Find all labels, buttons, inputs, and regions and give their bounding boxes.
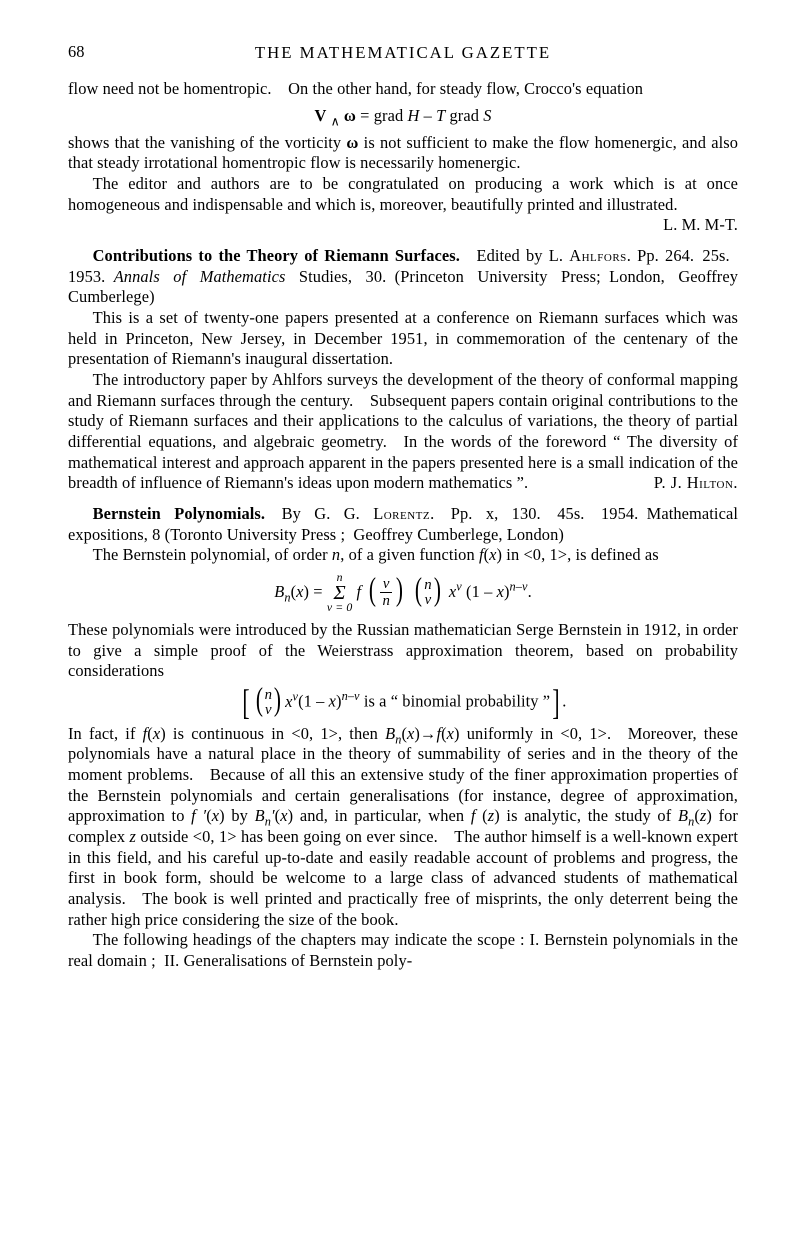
body-paragraph: The introductory paper by Ahlfors survey… bbox=[68, 370, 738, 494]
display-equation: [(nν)xν(1 – x)n–v is a “ binomial probab… bbox=[68, 688, 738, 718]
reviewer-signoff: L. M. M-T. bbox=[639, 215, 739, 236]
body-paragraph: The editor and authors are to be congrat… bbox=[68, 174, 738, 215]
display-equation: Bn(x) = nΣν = 0 f (νn) (nν) xν (1 – x)n–… bbox=[68, 572, 738, 614]
document-page: 68 THE MATHEMATICAL GAZETTE flow need no… bbox=[0, 0, 800, 1238]
review-heading: Contributions to the Theory of Riemann S… bbox=[68, 246, 738, 308]
body-paragraph: The following headings of the chapters m… bbox=[68, 930, 738, 971]
reviewer-signoff: P. J. Hilton. bbox=[629, 473, 738, 494]
page-header: 68 THE MATHEMATICAL GAZETTE bbox=[68, 42, 738, 63]
body-paragraph: This is a set of twenty-one papers prese… bbox=[68, 308, 738, 370]
display-equation: V ∧ ω = grad H – T grad S bbox=[68, 106, 738, 127]
body-paragraph: flow need not be homentropic. On the oth… bbox=[68, 79, 738, 100]
running-head: THE MATHEMATICAL GAZETTE bbox=[68, 42, 738, 63]
body-paragraph: shows that the vanishing of the vorticit… bbox=[68, 133, 738, 174]
body-paragraph: These polynomials were introduced by the… bbox=[68, 620, 738, 682]
body-paragraph: In fact, if f(x) is continuous in <0, 1>… bbox=[68, 724, 738, 931]
body-paragraph: The Bernstein polynomial, of order n, of… bbox=[68, 545, 738, 566]
review-heading: Bernstein Polynomials. By G. G. Lorentz.… bbox=[68, 504, 738, 545]
page-number: 68 bbox=[68, 42, 85, 63]
